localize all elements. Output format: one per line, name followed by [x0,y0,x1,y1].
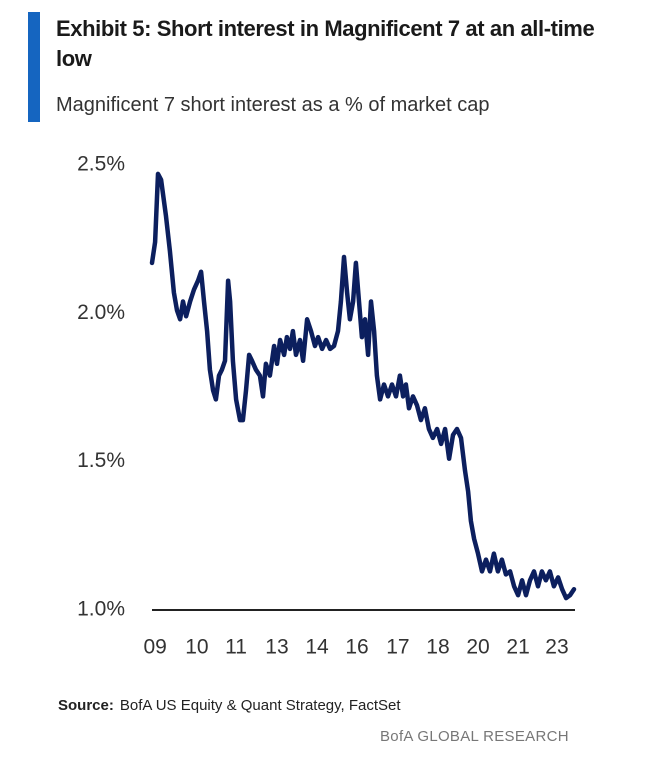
footer: BofA GLOBAL RESEARCH [380,728,569,745]
x-tick-label: 13 [265,636,288,659]
x-tick-label: 18 [426,636,449,659]
x-tick-label: 23 [545,636,568,659]
x-tick-label: 10 [185,636,208,659]
source-label: Source: [58,697,114,714]
x-tick-label: 14 [305,636,329,659]
chart-title: Exhibit 5: Short interest in Magnificent… [56,16,595,71]
y-tick-label: 1.0% [77,598,125,621]
y-tick-label: 2.0% [77,301,125,324]
chart: 2.5% 2.0% 1.5% 1.0% 09 10 11 13 14 16 17 18 20 21 23 [77,153,577,659]
y-tick-label: 2.5% [77,153,125,176]
y-tick-label: 1.5% [77,449,125,472]
data-line [149,171,577,601]
chart-subtitle: Magnificent 7 short interest as a % of m… [56,94,490,116]
x-tick-label: 20 [466,636,489,659]
x-tick-label: 21 [506,636,529,659]
accent-bar [28,12,40,122]
x-tick-label: 16 [345,636,368,659]
x-tick-label: 11 [225,636,247,659]
source: Source: BofA US Equity & Quant Strategy, … [58,697,401,714]
x-tick-label: 17 [386,636,409,659]
x-tick-label: 09 [143,636,166,659]
source-text: BofA US Equity & Quant Strategy, FactSet [119,697,401,714]
